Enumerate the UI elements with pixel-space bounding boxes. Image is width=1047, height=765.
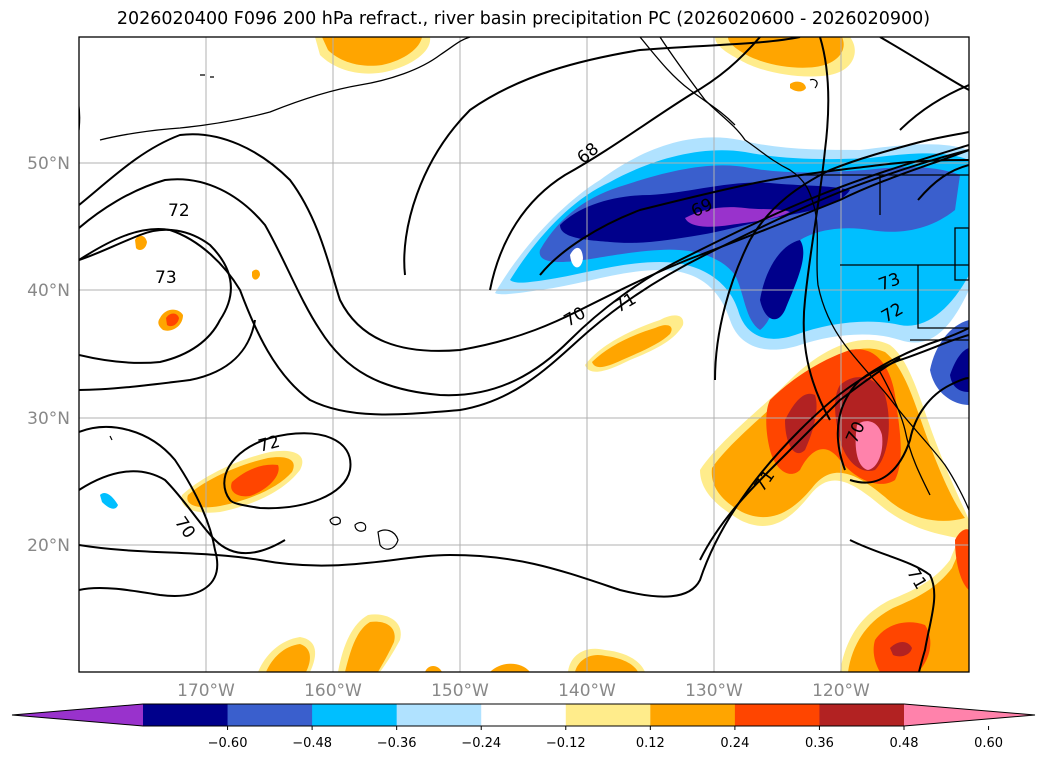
map-background	[79, 37, 969, 672]
orange-blob-mid-pacific-core	[592, 325, 672, 368]
colorbar-segment	[396, 704, 482, 726]
bottom-blob-5	[425, 666, 442, 672]
colorbar-tick-label: 0.24	[720, 736, 749, 751]
colorbar-tick-label: 0.60	[974, 736, 1003, 751]
map-panel: 72 73 68 69 70 71 73 72 72 70 70 71 71 5…	[27, 36, 970, 701]
colorbar-outline	[11, 703, 1036, 727]
contour-label: 73	[155, 268, 177, 288]
colorbar-tick-label: 0.12	[636, 736, 665, 751]
pink-region	[855, 421, 883, 470]
colorbar-tick-label: −0.60	[208, 736, 248, 751]
blue-lobe-west	[760, 240, 804, 320]
bottom-blob-1-core	[266, 644, 310, 672]
bottom-blob-4-core	[575, 654, 638, 672]
small-blob-3	[252, 269, 260, 280]
top-right-orange-blob-core	[728, 37, 844, 68]
small-blob-1-core	[166, 313, 179, 327]
blue-region-purple	[685, 207, 790, 227]
colorbar-tick-label: −0.12	[546, 736, 586, 751]
lat-label: 40°N	[27, 281, 70, 301]
orange-blob-west-core	[231, 464, 279, 497]
shaded-anomalies	[100, 37, 969, 672]
islands	[109, 74, 818, 550]
blue-lobe-east-core	[950, 348, 969, 392]
lon-label: 150°W	[431, 681, 489, 701]
lat-label: 20°N	[27, 536, 70, 556]
colorbar-tick-label: −0.24	[461, 736, 501, 751]
colorbar-extend-max	[904, 704, 1035, 726]
colorbar-segment	[565, 704, 651, 726]
lat-label: 50°N	[27, 154, 70, 174]
lon-label: 130°W	[685, 681, 743, 701]
lon-label: 120°W	[812, 681, 870, 701]
colorbar-segment	[819, 704, 905, 726]
lon-labels: 170°W 160°W 150°W 140°W 130°W 120°W	[177, 681, 870, 701]
colorbar-tick-label: −0.36	[377, 736, 417, 751]
colorbar-segment	[143, 704, 229, 726]
small-blob-2	[135, 235, 147, 250]
white-hole	[570, 247, 583, 268]
colorbar-tick-label: −0.48	[292, 736, 332, 751]
bottom-blob-3	[490, 663, 530, 672]
colorbar-extend-min	[12, 704, 143, 726]
lon-label: 170°W	[177, 681, 235, 701]
map-frame	[78, 36, 970, 673]
coastlines	[79, 37, 969, 511]
small-blob-5	[790, 81, 806, 92]
colorbar: −0.60 −0.48 −0.36 −0.24 −0.12 0.12 0.24 0.36 0.4…	[11, 703, 1036, 751]
colorbar-segment	[650, 704, 736, 726]
lat-label: 30°N	[27, 409, 70, 429]
colorbar-tick-label: 0.48	[890, 736, 919, 751]
lat-labels: 50°N 40°N 30°N 20°N	[27, 154, 70, 556]
right-edge-red	[955, 529, 969, 590]
colorbar-segment	[227, 704, 313, 726]
contour-label: 72	[168, 201, 190, 221]
bottom-right-darkred	[890, 642, 912, 657]
lon-label: 160°W	[304, 681, 362, 701]
colorbar-segment	[312, 704, 398, 726]
contour-lines	[79, 37, 969, 672]
map-title: 2026020400 F096 200 hPa refract., river …	[116, 9, 931, 29]
lon-label: 140°W	[558, 681, 616, 701]
top-orange-blob-core	[322, 37, 422, 66]
bottom-blob-2-core	[345, 621, 395, 672]
colorbar-segment	[481, 704, 567, 726]
small-blob-4	[100, 493, 118, 509]
colorbar-tick-label: 0.36	[805, 736, 834, 751]
colorbar-segment	[734, 704, 820, 726]
